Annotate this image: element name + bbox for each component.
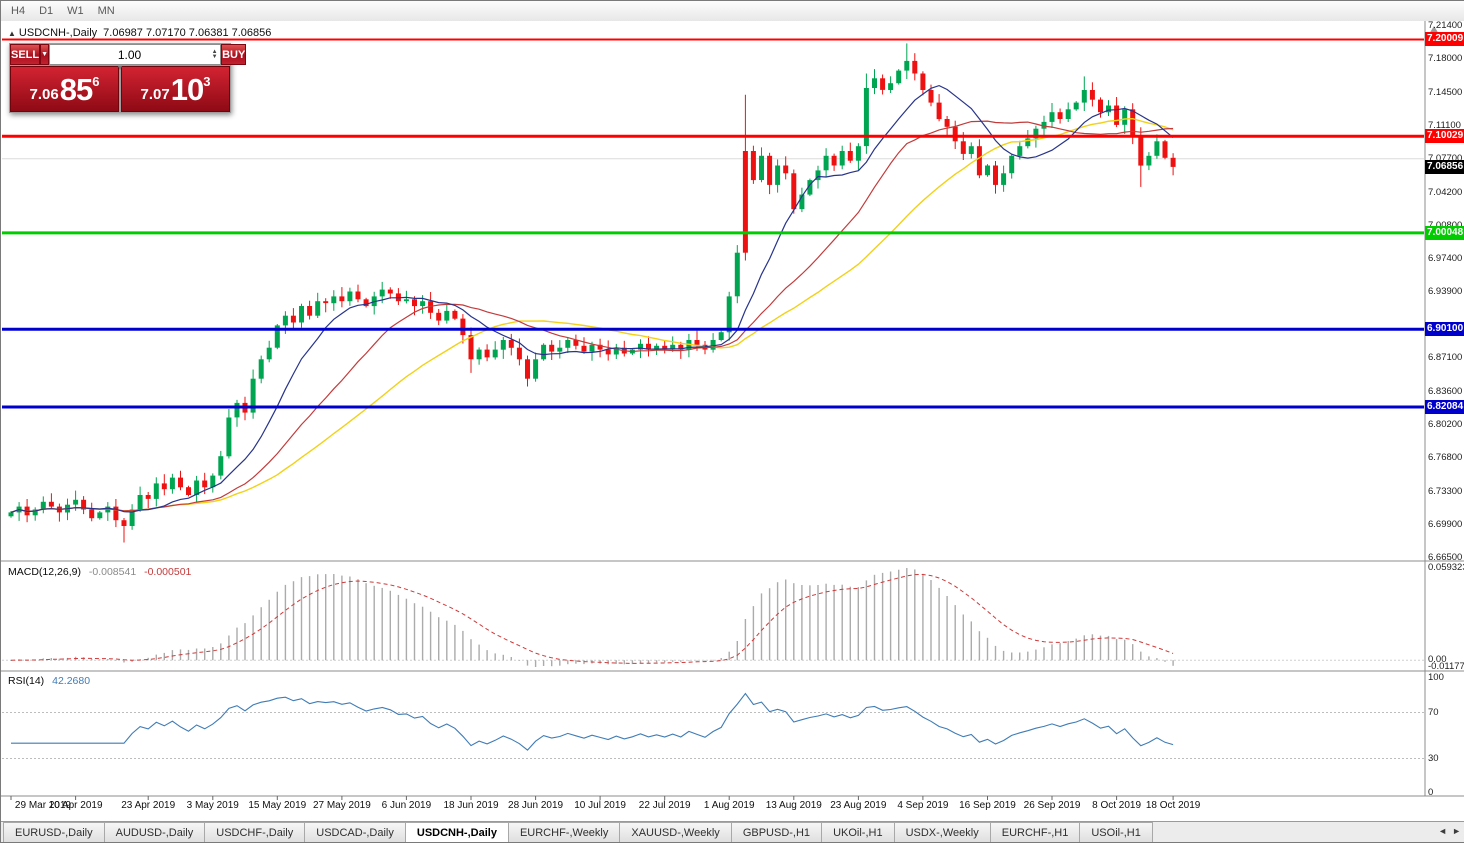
price-chart-canvas[interactable] bbox=[1, 21, 1464, 801]
chart-tab-bar: EURUSD-,Daily AUDUSD-,Daily USDCHF-,Daily U… bbox=[1, 821, 1464, 842]
symbol-tab[interactable]: EURCHF-,H1 bbox=[989, 822, 1081, 842]
buy-price-pips: 10 bbox=[170, 71, 204, 107]
sell-button[interactable]: SELL bbox=[10, 44, 41, 65]
symbol-tab[interactable]: USDCHF-,Daily bbox=[204, 822, 306, 842]
chart-symbol-period: USDCNH-,Daily bbox=[18, 27, 98, 39]
date-axis-label: 16 Sep 2019 bbox=[959, 800, 1016, 811]
date-axis-label: 13 Aug 2019 bbox=[765, 800, 822, 811]
macd-main-value: -0.008541 bbox=[88, 566, 137, 578]
date-axis-label: 27 May 2019 bbox=[312, 800, 371, 811]
date-axis-label: 29 Mar 2019 bbox=[14, 800, 72, 811]
sell-price-main: 7.06 bbox=[29, 85, 59, 103]
symbol-tab[interactable]: EURCHF-,Weekly bbox=[507, 822, 621, 842]
one-click-top-row: SELL ▼ ▲ ▼ BUY bbox=[10, 44, 247, 65]
timeframe-button-d1[interactable]: D1 bbox=[39, 5, 54, 17]
symbol-tab[interactable]: USOil-,H1 bbox=[1079, 822, 1153, 842]
rsi-name: RSI(14) bbox=[8, 675, 45, 687]
macd-indicator-label: MACD(12,26,9) -0.008541 -0.000501 bbox=[8, 566, 191, 578]
date-axis-label: 18 Jun 2019 bbox=[443, 800, 499, 811]
buy-price-point: 3 bbox=[203, 73, 211, 89]
one-click-trading-panel: SELL ▼ ▲ ▼ BUY 7.06 85 6 ▼ bbox=[9, 43, 247, 113]
symbol-tab[interactable]: AUDUSD-,Daily bbox=[103, 822, 206, 842]
symbol-tab[interactable]: USDCNH-,Daily bbox=[404, 822, 509, 842]
volume-up-icon[interactable]: ▲ bbox=[211, 48, 218, 55]
tabs-scroll-right-icon[interactable]: ► bbox=[1452, 826, 1461, 836]
symbol-tab[interactable]: XAUUSD-,Weekly bbox=[619, 822, 732, 842]
one-click-price-row: 7.06 85 6 ▼ 7.07 10 3 bbox=[10, 65, 230, 112]
chart-window: 7.21400 7.18000 7.14500 7.11100 7.07700 7.042… bbox=[1, 20, 1464, 821]
chart-tab-strip: EURUSD-,Daily AUDUSD-,Daily USDCHF-,Daily U… bbox=[3, 822, 1153, 842]
date-axis-label: 23 Aug 2019 bbox=[830, 800, 887, 811]
date-axis-label: 10 Apr 2019 bbox=[48, 800, 103, 811]
sell-price-point: 6 bbox=[92, 73, 100, 89]
symbol-tab[interactable]: USDCAD-,Daily bbox=[304, 822, 406, 842]
date-axis-label: 6 Jun 2019 bbox=[381, 800, 432, 811]
sell-price-button[interactable]: 7.06 85 6 bbox=[10, 66, 119, 112]
tab-scroll-buttons: ◄ ► bbox=[1438, 826, 1461, 836]
rsi-value: 42.2680 bbox=[52, 675, 91, 687]
symbol-tab[interactable]: GBPUSD-,H1 bbox=[730, 822, 823, 842]
date-axis-label: 15 May 2019 bbox=[248, 800, 307, 811]
timeframe-button-group: H4 D1 W1 MN bbox=[1, 5, 115, 17]
date-axis: 29 Mar 2019 10 Apr 2019 23 Apr 2019 3 May 2… bbox=[1, 798, 1425, 820]
symbol-tab[interactable]: USDX-,Weekly bbox=[893, 822, 991, 842]
tabs-scroll-left-icon[interactable]: ◄ bbox=[1438, 826, 1448, 836]
date-axis-label: 1 Aug 2019 bbox=[703, 800, 755, 811]
date-axis-label: 3 May 2019 bbox=[186, 800, 239, 811]
sell-price-pips: 85 bbox=[59, 71, 93, 107]
date-axis-label: 18 Oct 2019 bbox=[1145, 800, 1201, 811]
timeframe-toolbar: H4 D1 W1 MN bbox=[1, 1, 1464, 22]
date-axis-label: 28 Jun 2019 bbox=[508, 800, 564, 811]
spread-marker-icon: ▼ bbox=[116, 65, 124, 72]
symbol-tab[interactable]: EURUSD-,Daily bbox=[3, 822, 105, 842]
timeframe-button-w1[interactable]: W1 bbox=[67, 5, 84, 17]
volume-box: ▲ ▼ bbox=[49, 44, 222, 65]
date-axis-label: 23 Apr 2019 bbox=[121, 800, 176, 811]
chart-ohlc-values: 7.06987 7.07170 7.06381 7.06856 bbox=[103, 27, 272, 39]
date-axis-label: 22 Jul 2019 bbox=[638, 800, 691, 811]
date-axis-label: 4 Sep 2019 bbox=[897, 800, 949, 811]
volume-down-icon[interactable]: ▼ bbox=[211, 53, 218, 60]
timeframe-button-h4[interactable]: H4 bbox=[11, 5, 26, 17]
sell-dropdown-icon[interactable]: ▼ bbox=[40, 44, 50, 65]
macd-signal-value: -0.000501 bbox=[144, 566, 192, 578]
volume-input[interactable] bbox=[50, 46, 210, 63]
chart-title: ▲ USDCNH-,Daily 7.06987 7.07170 7.06381 7.… bbox=[8, 27, 271, 39]
timeframe-button-mn[interactable]: MN bbox=[97, 5, 115, 17]
rsi-indicator-label: RSI(14) 42.2680 bbox=[8, 675, 90, 687]
buy-price-button[interactable]: 7.07 10 3 bbox=[121, 66, 230, 112]
volume-spinner: ▲ ▼ bbox=[209, 48, 220, 60]
buy-price-main: 7.07 bbox=[140, 85, 170, 103]
date-axis-label: 26 Sep 2019 bbox=[1023, 800, 1081, 811]
symbol-tab[interactable]: UKOil-,H1 bbox=[821, 822, 895, 842]
macd-name: MACD(12,26,9) bbox=[8, 566, 81, 578]
buy-button[interactable]: BUY bbox=[221, 44, 247, 65]
date-axis-label: 10 Jul 2019 bbox=[574, 800, 626, 811]
chart-shift-icon bbox=[1429, 26, 1439, 34]
date-axis-label: 8 Oct 2019 bbox=[1092, 800, 1142, 811]
chart-expand-icon[interactable]: ▲ bbox=[8, 29, 16, 38]
